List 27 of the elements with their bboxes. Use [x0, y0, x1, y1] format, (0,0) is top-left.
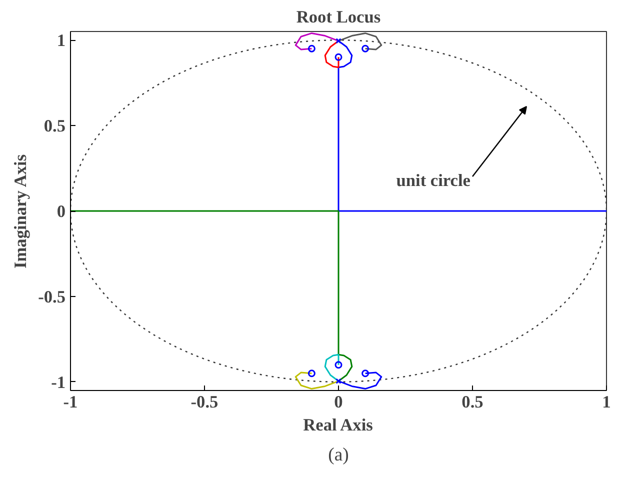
x-tick-label: 1 [602, 392, 611, 412]
line-series [294, 32, 340, 50]
x-tick-label: 0.5 [462, 392, 484, 412]
line-series [338, 40, 606, 212]
text: (a) [328, 444, 349, 466]
x-tick-label: -0.5 [190, 392, 219, 412]
line-series [294, 372, 340, 390]
point [334, 361, 342, 369]
y-tick-label: 0 [56, 202, 66, 221]
line-series [338, 372, 382, 390]
chart-title: Root Locus [296, 8, 381, 26]
line-series [324, 40, 340, 68]
point [308, 44, 316, 52]
y-tick-label: -0.5 [38, 287, 66, 306]
y-tick-label: -1 [51, 372, 66, 392]
y-tick-label: 0.5 [44, 116, 66, 136]
annotation: unit circle [396, 171, 471, 190]
line-series [338, 32, 382, 50]
line-series [70, 210, 353, 382]
x-tick-label: 0 [334, 392, 343, 412]
point [334, 53, 342, 61]
x-axis-title: Real Axis [303, 416, 374, 434]
point [308, 370, 316, 378]
point [362, 44, 370, 52]
line-series [324, 354, 340, 382]
y-axis-title: Imaginary Axis [11, 154, 30, 269]
y-tick-label: 1 [56, 31, 66, 50]
